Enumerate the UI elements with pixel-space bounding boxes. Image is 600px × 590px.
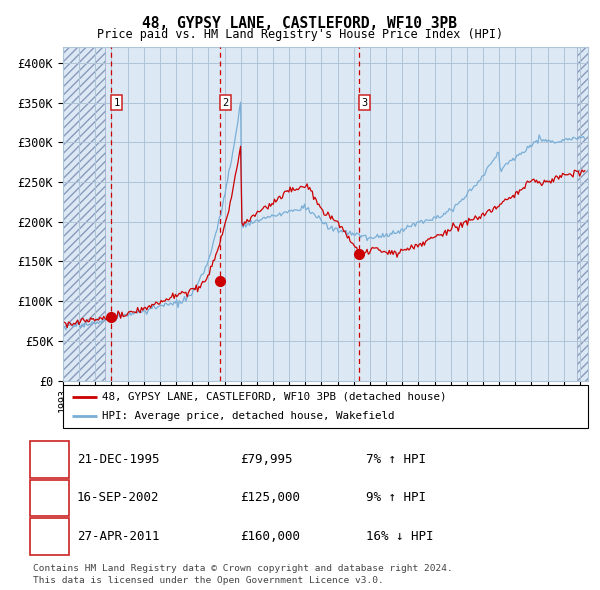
Text: 16% ↓ HPI: 16% ↓ HPI xyxy=(366,530,433,543)
Bar xyxy=(577,47,588,381)
Text: 3: 3 xyxy=(361,98,368,108)
Text: 48, GYPSY LANE, CASTLEFORD, WF10 3PB: 48, GYPSY LANE, CASTLEFORD, WF10 3PB xyxy=(143,16,458,31)
Text: 48, GYPSY LANE, CASTLEFORD, WF10 3PB (detached house): 48, GYPSY LANE, CASTLEFORD, WF10 3PB (de… xyxy=(103,392,447,402)
Text: HPI: Average price, detached house, Wakefield: HPI: Average price, detached house, Wake… xyxy=(103,411,395,421)
Text: 7% ↑ HPI: 7% ↑ HPI xyxy=(366,453,426,466)
Text: 21-DEC-1995: 21-DEC-1995 xyxy=(77,453,160,466)
FancyBboxPatch shape xyxy=(63,385,588,428)
Text: This data is licensed under the Open Government Licence v3.0.: This data is licensed under the Open Gov… xyxy=(33,576,384,585)
Text: 16-SEP-2002: 16-SEP-2002 xyxy=(77,491,160,504)
Text: £125,000: £125,000 xyxy=(240,491,300,504)
Text: 1: 1 xyxy=(113,98,119,108)
Text: 27-APR-2011: 27-APR-2011 xyxy=(77,530,160,543)
Text: 2: 2 xyxy=(46,491,53,504)
Text: 3: 3 xyxy=(46,530,53,543)
Text: £79,995: £79,995 xyxy=(240,453,293,466)
Text: 9% ↑ HPI: 9% ↑ HPI xyxy=(366,491,426,504)
Text: Contains HM Land Registry data © Crown copyright and database right 2024.: Contains HM Land Registry data © Crown c… xyxy=(33,563,453,572)
Text: Price paid vs. HM Land Registry's House Price Index (HPI): Price paid vs. HM Land Registry's House … xyxy=(97,28,503,41)
Text: £160,000: £160,000 xyxy=(240,530,300,543)
Bar xyxy=(63,47,105,381)
Text: 2: 2 xyxy=(222,98,229,108)
Text: 1: 1 xyxy=(46,453,53,466)
